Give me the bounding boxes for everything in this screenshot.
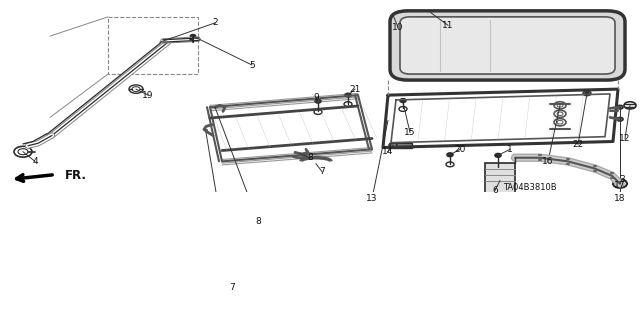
Text: 7: 7 (229, 283, 235, 292)
Bar (485, 163, 515, 193)
Text: 21: 21 (349, 85, 361, 93)
Circle shape (400, 99, 406, 102)
Text: 10: 10 (392, 23, 404, 32)
Text: 18: 18 (614, 194, 626, 203)
Text: 5: 5 (249, 61, 255, 70)
Text: 8: 8 (307, 153, 313, 162)
Text: 12: 12 (620, 134, 630, 143)
Circle shape (495, 153, 501, 157)
Text: 19: 19 (142, 91, 154, 100)
Circle shape (191, 35, 195, 38)
Text: 16: 16 (542, 157, 554, 166)
Text: 20: 20 (454, 145, 466, 154)
Text: 11: 11 (442, 21, 454, 30)
Text: 2: 2 (212, 19, 218, 27)
Text: 13: 13 (366, 194, 378, 203)
Circle shape (617, 105, 623, 109)
Text: 4: 4 (32, 157, 38, 166)
Text: TA04B3810B: TA04B3810B (503, 183, 557, 192)
FancyBboxPatch shape (400, 17, 615, 74)
Bar (390, 143, 412, 147)
Circle shape (447, 153, 453, 157)
Text: 14: 14 (382, 147, 394, 156)
Text: 9: 9 (313, 93, 319, 102)
Text: 1: 1 (507, 145, 513, 154)
Text: 3: 3 (619, 175, 625, 184)
Circle shape (315, 99, 321, 103)
Text: 22: 22 (572, 140, 584, 149)
Bar (108, 17, 198, 74)
Text: 6: 6 (492, 186, 498, 195)
Circle shape (345, 93, 351, 97)
Text: 7: 7 (319, 167, 325, 176)
Circle shape (585, 92, 589, 94)
Text: FR.: FR. (65, 169, 87, 182)
Text: 17: 17 (614, 181, 626, 190)
Circle shape (617, 117, 623, 121)
FancyBboxPatch shape (390, 11, 625, 80)
Text: 15: 15 (404, 128, 416, 137)
Text: 8: 8 (255, 217, 261, 226)
